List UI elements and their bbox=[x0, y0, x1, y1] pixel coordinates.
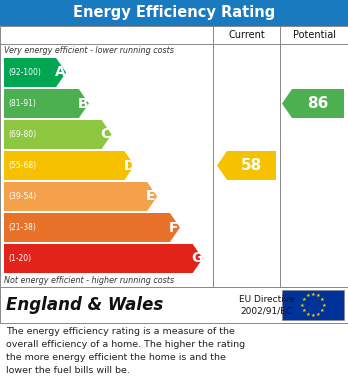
Text: A: A bbox=[55, 66, 66, 79]
Text: E: E bbox=[146, 190, 156, 203]
Bar bbox=[282, 290, 344, 320]
Text: ★: ★ bbox=[316, 293, 321, 298]
Text: ★: ★ bbox=[300, 303, 304, 307]
Text: Not energy efficient - higher running costs: Not energy efficient - higher running co… bbox=[4, 276, 174, 285]
Text: ★: ★ bbox=[301, 297, 306, 302]
Text: C: C bbox=[101, 127, 111, 142]
Polygon shape bbox=[4, 151, 134, 180]
Text: ★: ★ bbox=[316, 312, 321, 317]
Text: (39-54): (39-54) bbox=[8, 192, 36, 201]
Text: (21-38): (21-38) bbox=[8, 223, 36, 232]
Polygon shape bbox=[4, 244, 203, 273]
Polygon shape bbox=[4, 58, 66, 87]
Bar bbox=[0, 26, 348, 287]
Text: England & Wales: England & Wales bbox=[6, 296, 163, 314]
Text: (55-68): (55-68) bbox=[8, 161, 36, 170]
Polygon shape bbox=[4, 120, 112, 149]
Polygon shape bbox=[217, 151, 276, 180]
Text: Potential: Potential bbox=[293, 30, 335, 40]
Text: ★: ★ bbox=[301, 308, 306, 313]
Bar bbox=[0, 0, 348, 26]
Polygon shape bbox=[282, 89, 344, 118]
Text: (92-100): (92-100) bbox=[8, 68, 41, 77]
Text: The energy efficiency rating is a measure of the
overall efficiency of a home. T: The energy efficiency rating is a measur… bbox=[6, 327, 245, 375]
Text: Current: Current bbox=[228, 30, 265, 40]
Text: G: G bbox=[192, 251, 203, 265]
Text: EU Directive
2002/91/EC: EU Directive 2002/91/EC bbox=[239, 294, 294, 316]
Text: ★: ★ bbox=[311, 292, 315, 297]
Text: ★: ★ bbox=[322, 303, 326, 307]
Polygon shape bbox=[4, 213, 180, 242]
Text: ★: ★ bbox=[305, 312, 310, 317]
Polygon shape bbox=[4, 89, 89, 118]
Text: Very energy efficient - lower running costs: Very energy efficient - lower running co… bbox=[4, 46, 174, 55]
Text: (69-80): (69-80) bbox=[8, 130, 36, 139]
Text: ★: ★ bbox=[311, 313, 315, 318]
Polygon shape bbox=[4, 182, 157, 211]
Text: 86: 86 bbox=[307, 96, 329, 111]
Text: ★: ★ bbox=[320, 297, 325, 302]
Text: ★: ★ bbox=[305, 293, 310, 298]
Text: 58: 58 bbox=[241, 158, 262, 173]
Text: (1-20): (1-20) bbox=[8, 254, 31, 263]
Text: B: B bbox=[78, 97, 88, 111]
Bar bbox=[0, 287, 348, 323]
Text: (81-91): (81-91) bbox=[8, 99, 36, 108]
Text: D: D bbox=[124, 158, 135, 172]
Text: F: F bbox=[169, 221, 179, 235]
Text: Energy Efficiency Rating: Energy Efficiency Rating bbox=[73, 5, 275, 20]
Text: ★: ★ bbox=[320, 308, 325, 313]
